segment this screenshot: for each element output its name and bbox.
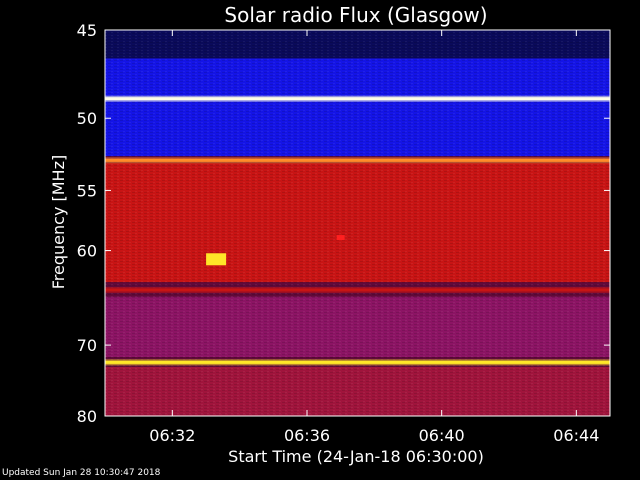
updated-timestamp: Updated Sun Jan 28 10:30:47 2018 [2, 468, 161, 478]
band-1 [105, 158, 610, 162]
x-axis-label: Start Time (24-Jan-18 06:30:00) [228, 447, 484, 466]
band-3 [105, 360, 610, 364]
y-tick-label: 70 [77, 336, 97, 355]
x-tick-label: 06:32 [149, 426, 195, 445]
plot-frame [104, 29, 611, 417]
x-tick-label: 06:40 [419, 426, 465, 445]
band-0 [105, 97, 610, 101]
y-tick-label: 45 [77, 21, 97, 40]
chart-title: Solar radio Flux (Glasgow) [224, 3, 487, 27]
x-tick-label: 06:44 [553, 426, 599, 445]
band-2 [105, 288, 610, 292]
x-tick-label: 06:36 [284, 426, 330, 445]
plot-area [104, 29, 611, 417]
x-axis: 06:32 06:36 06:40 06:44 [149, 30, 599, 445]
y-tick-label: 50 [77, 109, 97, 128]
noise-texture [105, 30, 610, 416]
spot-mark [336, 235, 345, 241]
y-tick-label: 60 [77, 242, 97, 261]
y-tick-label: 80 [77, 407, 97, 426]
y-tick-label: 55 [77, 181, 97, 200]
y-axis-label: Frequency [MHz] [49, 155, 68, 289]
y-axis: 45 50 55 60 70 80 [77, 21, 610, 426]
burst-mark [206, 253, 227, 266]
